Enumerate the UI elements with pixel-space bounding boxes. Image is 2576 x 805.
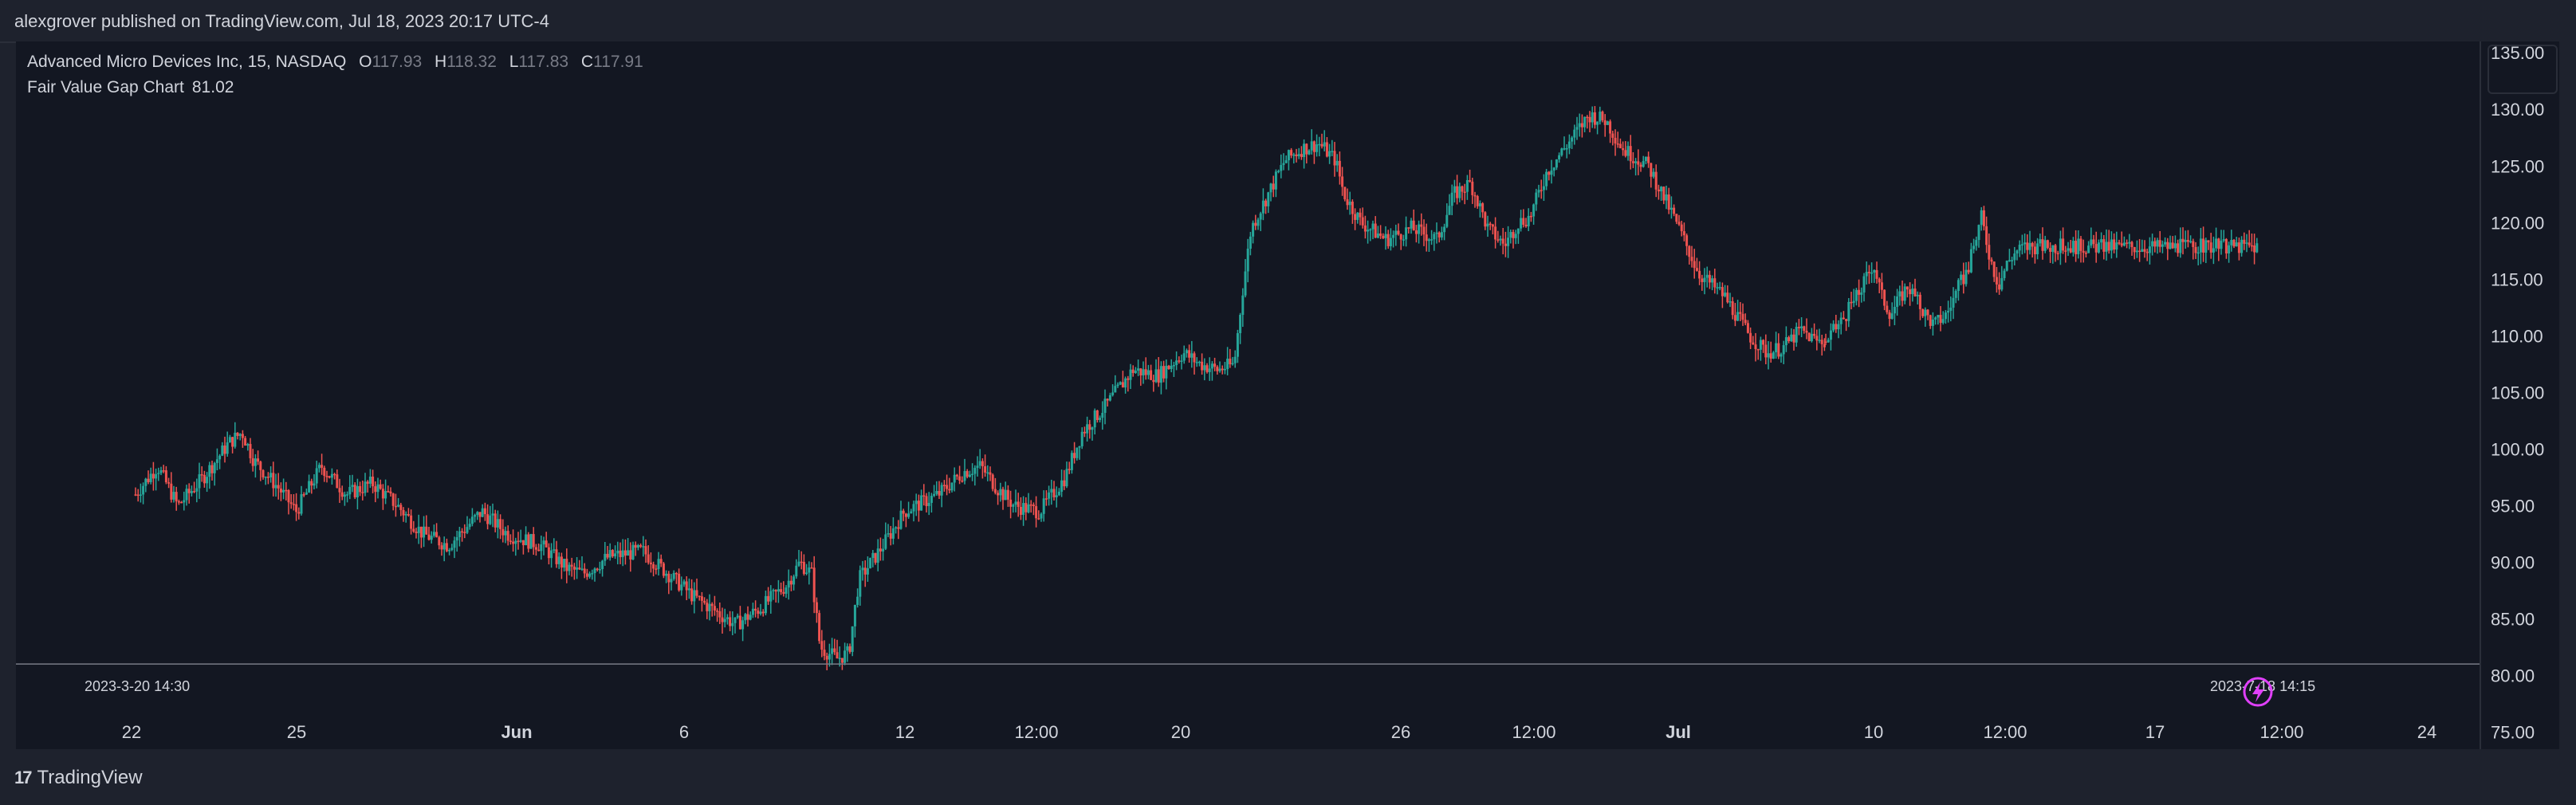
open-value: 117.93 — [372, 53, 423, 71]
footer — [0, 749, 2576, 805]
symbol-title: Advanced Micro Devices Inc, 15, NASDAQ — [27, 53, 347, 71]
high-value: 118.32 — [446, 53, 497, 71]
close-value: 117.91 — [593, 53, 643, 71]
close-label: C — [580, 53, 594, 71]
price-scale-settings-box[interactable] — [2488, 45, 2558, 94]
price-axis[interactable] — [2480, 41, 2561, 749]
low-label: L — [509, 53, 519, 71]
right-gutter — [2559, 41, 2576, 749]
publish-info: alexgrover published on TradingView.com,… — [14, 11, 549, 31]
brand-name: TradingView — [37, 767, 143, 788]
tradingview-brand[interactable]: 17 TradingView — [14, 767, 143, 789]
high-label: H — [435, 53, 447, 71]
chart-pane[interactable] — [16, 41, 2480, 749]
open-label: O — [359, 53, 372, 71]
publish-header: alexgrover published on TradingView.com,… — [0, 0, 2576, 43]
indicator-value: 81.02 — [191, 78, 234, 96]
low-value: 117.83 — [518, 53, 569, 71]
symbol-legend: Advanced Micro Devices Inc, 15, NASDAQ O… — [27, 53, 643, 72]
indicator-label: Fair Value Gap Chart — [27, 78, 184, 96]
indicator-legend: Fair Value Gap Chart 81.02 — [27, 78, 234, 97]
tradingview-logo-icon: 17 — [14, 768, 33, 787]
